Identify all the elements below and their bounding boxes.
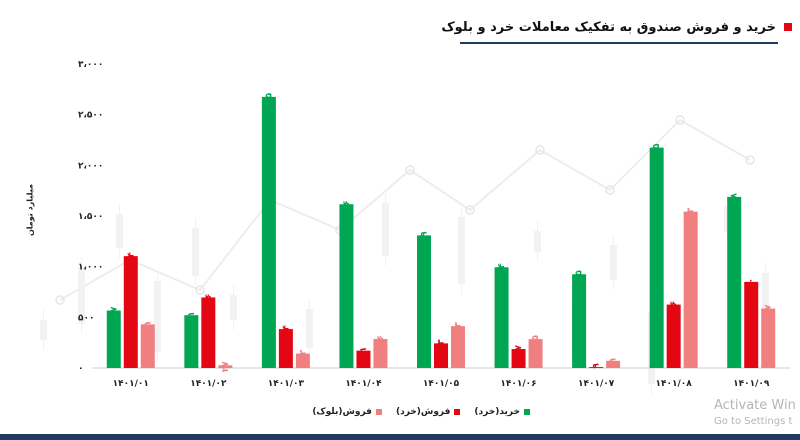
bar [511,349,526,368]
x-tick-label: ۱۴۰۱/۰۲ [190,379,227,389]
bar [356,350,371,368]
bar-value-label: ۶۹۶ [204,293,214,309]
x-tick-label: ۱۴۰۱/۰۷ [578,379,615,389]
legend-item-block-sell: فروش(بلوک) [312,398,382,426]
bar-value-label: ۴۳۱ [143,320,153,336]
watermark-line1: Activate Win [714,398,796,413]
bar [572,274,587,368]
x-tick-label: ۱۴۰۱/۰۱ [113,379,149,389]
bar [666,304,681,368]
x-tick-label: ۱۴۰۱/۰۹ [733,379,770,389]
y-tick-label: ۱،۰۰۰ [78,263,103,273]
bar [106,310,121,368]
bar [373,339,388,368]
bar [434,343,448,368]
legend-label: فروش(خرد) [395,407,451,417]
bar [744,281,759,368]
windows-activation-watermark: Activate Win Go to Settings t [714,398,796,430]
bar-value-label: ۷۱ [609,357,619,368]
x-tick-label: ۱۴۰۱/۰۳ [268,379,305,389]
chart-title: خرید و فروش صندوق به تفکیک معاملات خرد و… [441,19,776,35]
bar [201,297,216,368]
bar-value-label: ۱،۳۰۹ [420,231,430,257]
decor-trend-line [59,118,751,301]
bar-value-label: ۱،۶۱۶ [342,200,352,225]
bar [649,147,664,368]
x-tick-label: ۱۴۰۱/۰۶ [500,379,536,389]
bar [727,196,742,368]
bar [339,204,354,368]
bar [218,365,233,368]
y-tick-label: ۲،۵۰۰ [78,111,103,121]
bar-value-label: ۶۲۶ [669,301,679,317]
decor-node [465,205,475,215]
bar-value-label: ۲،۶۷۵ [264,92,274,118]
bar-value-label: ۹۲۵ [575,270,585,287]
x-tick-label: ۱۴۰۱/۰۸ [656,379,693,389]
bar [278,329,293,368]
bar [261,96,276,368]
legend-swatch-icon [375,409,382,415]
legend-label: فروش(بلوک) [312,407,372,417]
title-underline [460,42,778,44]
bar-value-label: ۱،۶۸۸ [730,192,740,218]
bar-value-label: ۵۲۱ [187,311,197,327]
legend-label: خرید(خرد) [474,407,520,417]
bar-value-label: ۲۴۳ [437,339,447,356]
bar-value-label: ۲،۱۷۵ [652,143,662,169]
bar-value-label: ۱۴۲ [298,349,308,366]
bar-value-label: ۳۸۴ [281,325,291,342]
bar-value-label: ۲۷ [221,361,231,372]
legend-item-retail-sell: فروش(خرد) [395,398,461,426]
decor-node [535,145,545,155]
bar [494,267,509,368]
bar-value-label: ۹۹۴ [497,263,507,280]
decor-node [55,295,65,305]
bar [295,353,310,368]
bar [140,324,155,368]
decor-node [675,115,685,125]
bar-value-label: ۴۱۳ [454,322,464,339]
bar-value-label: ۱۸۷ [514,345,524,362]
legend-swatch-icon [524,409,530,415]
title-marker-icon [784,23,792,31]
decor-node [195,285,205,295]
y-tick-label: ۱،۵۰۰ [78,212,103,222]
bar-value-label: ۱،۵۴۳ [686,207,696,233]
bar [761,308,776,368]
watermark-line2: Go to Settings t [714,416,793,427]
bar [606,360,621,368]
decor-node [605,185,615,195]
bar-value-label: ۵۶۷ [109,306,119,323]
bar-value-label: ۲۸۵ [531,335,541,352]
legend-item-retail-buy: خرید(خرد) [474,398,530,426]
y-tick-label: ۳،۰۰۰ [78,60,103,70]
decor-node [745,155,755,165]
bar-value-label: ۱،۱۰۴ [126,252,136,278]
bar-value-label: ۹ [592,363,602,369]
y-tick-label: ۲،۰۰۰ [78,161,103,171]
bar [451,326,465,368]
bar [123,256,138,368]
x-tick-label: ۱۴۰۱/۰۵ [423,379,460,389]
bar-value-label: ۵۸۷ [764,304,774,321]
y-tick-label: ۵۰۰ [78,313,94,323]
bar [683,211,698,368]
y-tick-label: ۰ [78,364,84,374]
bar-value-label: ۱۷۱ [359,347,369,363]
bar [184,315,199,368]
footer-bar [0,434,800,440]
bar-value-label: ۸۵۰ [747,278,757,294]
bar [417,235,431,368]
decor-node [405,165,415,175]
bar-value-label: ۲۸۶ [376,335,386,351]
chart-header: خرید و فروش صندوق به تفکیک معاملات خرد و… [441,12,792,42]
chart-legend: خرید(خرد) فروش(خرد) فروش(بلوک) [310,398,530,426]
x-tick-label: ۱۴۰۱/۰۴ [345,379,382,389]
legend-swatch-icon [454,409,461,415]
bar [589,367,604,368]
bar [528,339,543,368]
